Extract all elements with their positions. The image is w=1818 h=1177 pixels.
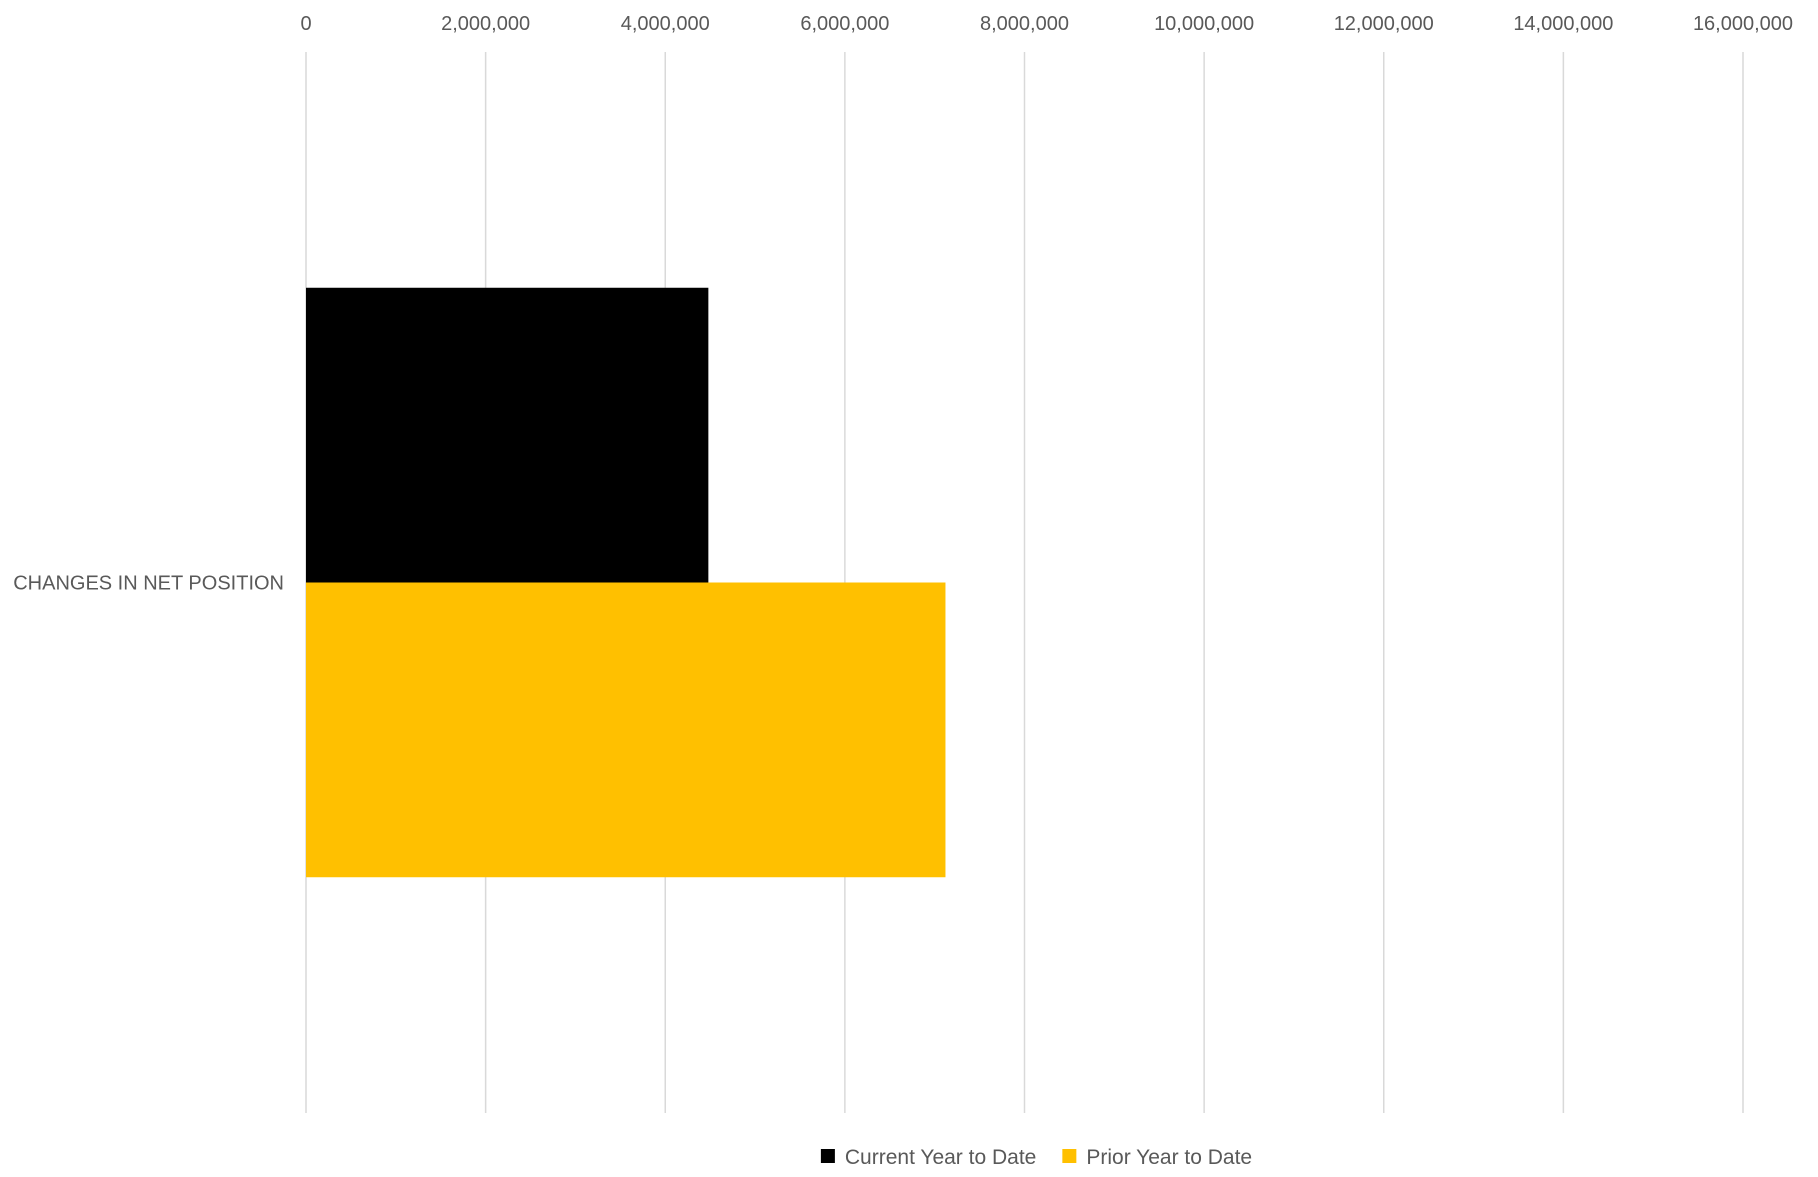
bar-current-year-to-date [306, 287, 709, 583]
category-label: CHANGES IN NET POSITION [13, 573, 284, 595]
legend-label: Current Year to Date [845, 1146, 1036, 1169]
legend-swatch [1062, 1149, 1077, 1163]
x-tick-label: 16,000,000 [1693, 13, 1793, 35]
gridlines [305, 52, 1744, 1113]
x-tick-label: 4,000,000 [621, 13, 710, 35]
bars [306, 287, 946, 878]
legend: Current Year to Date Prior Year to Date [820, 1146, 1252, 1169]
category-labels: CHANGES IN NET POSITION [13, 573, 284, 595]
legend-label: Prior Year to Date [1086, 1146, 1252, 1169]
bar-prior-year-to-date [306, 582, 946, 878]
x-tick-label: 6,000,000 [800, 13, 889, 35]
legend-item: Current Year to Date [820, 1146, 1036, 1169]
x-tick-label: 14,000,000 [1513, 13, 1613, 35]
x-tick-label: 0 [300, 13, 311, 35]
x-axis-tick-labels: 0 2,000,000 4,000,000 6,000,000 8,000,000 10,… [300, 13, 1793, 35]
x-tick-label: 2,000,000 [441, 13, 530, 35]
x-tick-label: 12,000,000 [1334, 13, 1434, 35]
x-tick-label: 8,000,000 [980, 13, 1069, 35]
x-tick-label: 10,000,000 [1154, 13, 1254, 35]
legend-item: Prior Year to Date [1062, 1146, 1252, 1169]
legend-swatch [820, 1149, 835, 1163]
